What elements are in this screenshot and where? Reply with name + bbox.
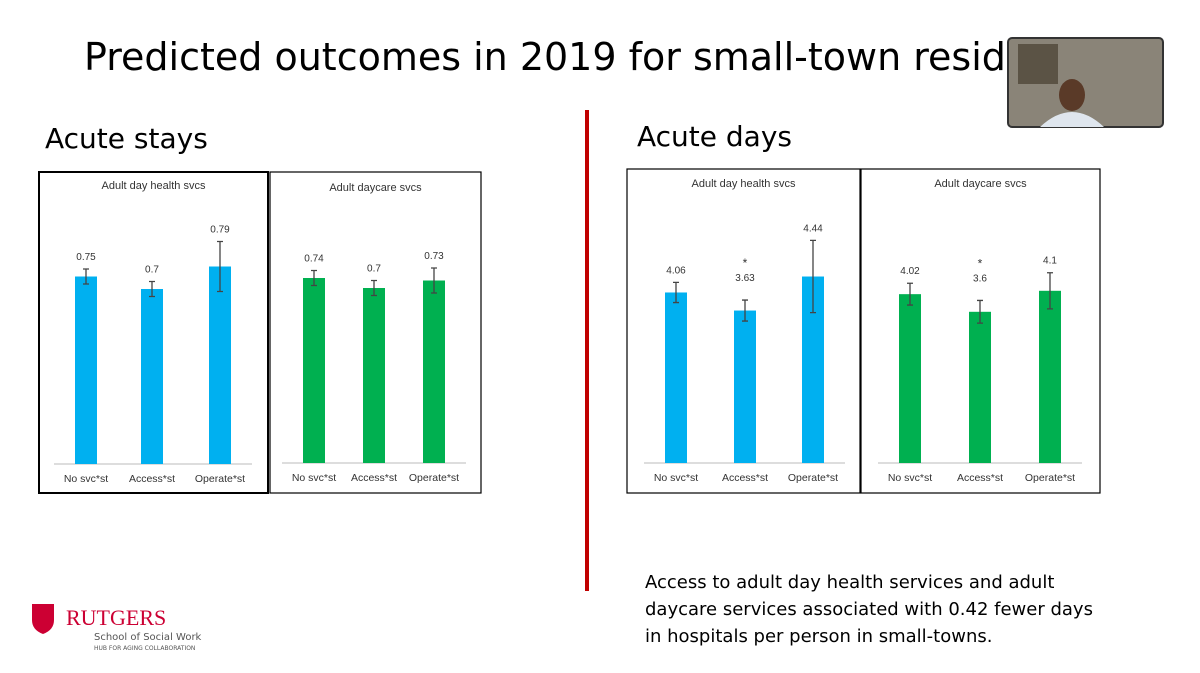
bar xyxy=(363,288,385,463)
x-tick-label: Operate*st xyxy=(409,472,459,484)
chart-title: Adult daycare svcs xyxy=(329,182,422,194)
webcam-background xyxy=(1018,44,1058,84)
chart: Adult day health svcs 4.06 No svc*st 3.63 * A… xyxy=(626,168,861,494)
x-tick-label: No svc*st xyxy=(888,472,932,484)
x-tick-label: No svc*st xyxy=(64,473,108,485)
charts: Adult day health svcs 0.75 No svc*st 0.7 Acc… xyxy=(38,168,1101,494)
x-tick-label: Access*st xyxy=(722,472,768,484)
slide-title: Predicted outcomes in 2019 for small-tow… xyxy=(84,35,1068,79)
chart-title: Adult day health svcs xyxy=(692,178,796,190)
chart: Adult daycare svcs 0.74 No svc*st 0.7 Access… xyxy=(269,171,482,494)
chart-frame xyxy=(860,168,1101,494)
value-label: 4.44 xyxy=(803,223,823,234)
value-label: 3.6 xyxy=(973,273,987,284)
value-label: 0.73 xyxy=(424,251,444,262)
chart-title: Adult daycare svcs xyxy=(934,178,1027,190)
x-tick-label: Operate*st xyxy=(788,472,838,484)
value-label: 0.7 xyxy=(145,265,159,276)
error-bar xyxy=(431,267,437,294)
bar xyxy=(665,292,687,463)
value-label: 0.74 xyxy=(304,254,324,265)
chart-frame xyxy=(626,168,861,494)
bar xyxy=(969,311,991,463)
error-bar xyxy=(217,240,223,293)
x-tick-label: Access*st xyxy=(957,472,1003,484)
webcam-person xyxy=(1040,112,1104,127)
bar xyxy=(899,294,921,463)
logo-school: School of Social Work xyxy=(94,632,202,643)
value-label: 0.79 xyxy=(210,225,230,236)
significance-mark: * xyxy=(743,256,748,270)
error-bar xyxy=(810,239,816,314)
error-bar xyxy=(742,299,748,322)
x-tick-label: No svc*st xyxy=(292,472,336,484)
section-heading: Acute stays xyxy=(45,122,208,155)
x-tick-label: Operate*st xyxy=(195,473,245,485)
x-tick-label: Access*st xyxy=(351,472,397,484)
x-tick-label: Access*st xyxy=(129,473,175,485)
x-tick-label: No svc*st xyxy=(654,472,698,484)
logo: RUTGERS School of Social Work HUB FOR AG… xyxy=(32,604,202,652)
error-bar xyxy=(907,282,913,306)
logo-shield xyxy=(32,604,54,634)
note-line: in hospitals per person in small-towns. xyxy=(645,626,992,647)
bar xyxy=(209,266,231,464)
chart: Adult daycare svcs 4.02 No svc*st 3.6 * Acces… xyxy=(860,168,1101,494)
value-label: 0.7 xyxy=(367,264,381,275)
bar xyxy=(423,280,445,463)
bar xyxy=(141,289,163,464)
value-label: 4.06 xyxy=(666,265,686,276)
bar xyxy=(734,310,756,463)
value-label: 3.63 xyxy=(735,273,755,284)
chart-frame xyxy=(38,171,269,494)
bar xyxy=(303,278,325,463)
error-bar xyxy=(149,280,155,298)
value-label: 4.02 xyxy=(900,266,920,277)
error-bar xyxy=(673,281,679,304)
value-label: 4.1 xyxy=(1043,256,1057,267)
bar xyxy=(802,276,824,463)
significance-mark: * xyxy=(978,256,983,270)
bar xyxy=(1039,290,1061,463)
chart: Adult day health svcs 0.75 No svc*st 0.7 Acc… xyxy=(38,171,269,494)
chart-frame xyxy=(269,171,482,494)
bar xyxy=(75,276,97,464)
error-bar xyxy=(83,268,89,285)
logo-name: RUTGERS xyxy=(66,605,166,630)
logo-hub: HUB FOR AGING COLLABORATION xyxy=(94,645,195,652)
error-bar xyxy=(977,299,983,324)
note-line: daycare services associated with 0.42 fe… xyxy=(645,599,1093,620)
note-line: Access to adult day health services and … xyxy=(645,572,1054,593)
webcam-person xyxy=(1059,79,1085,111)
chart-title: Adult day health svcs xyxy=(102,180,206,192)
x-tick-label: Operate*st xyxy=(1025,472,1075,484)
error-bar xyxy=(371,279,377,297)
error-bar xyxy=(1047,272,1053,310)
value-label: 0.75 xyxy=(76,252,96,263)
error-bar xyxy=(311,269,317,287)
section-heading: Acute days xyxy=(637,120,792,153)
webcam xyxy=(1007,37,1164,128)
